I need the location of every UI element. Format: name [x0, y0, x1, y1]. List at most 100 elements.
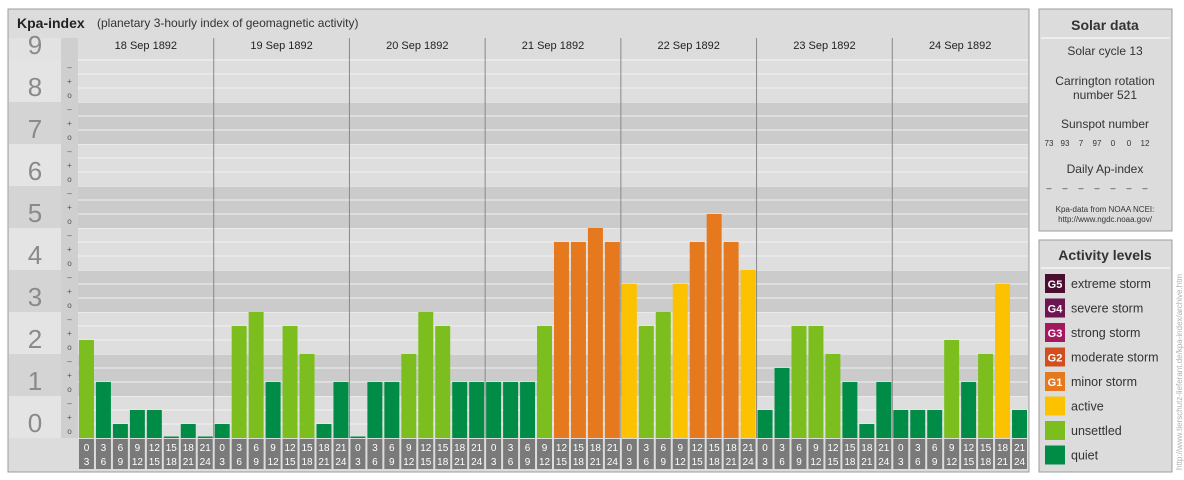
hour-end-label: 9 [796, 457, 802, 468]
minor-tick-label: – [67, 147, 72, 156]
minor-tick-label: o [67, 301, 72, 310]
hour-end-label: 18 [980, 457, 992, 468]
hour-cell [282, 439, 298, 469]
hour-end-label: 3 [84, 457, 90, 468]
hour-cell [672, 439, 688, 469]
carrington-line1: Carrington rotation [1055, 74, 1154, 88]
hour-cell [146, 439, 162, 469]
hour-end-label: 12 [539, 457, 551, 468]
solar-panel [1038, 8, 1173, 232]
hour-cell [231, 439, 247, 469]
kp-bar [672, 283, 688, 438]
kp-bar [231, 325, 247, 438]
y-band-0 [9, 396, 61, 438]
hour-cell [978, 439, 994, 469]
chart-title: Kpa-index [17, 15, 85, 31]
minor-tick-label: o [67, 91, 72, 100]
hour-cell [689, 439, 705, 469]
hour-start-label: 21 [878, 443, 890, 454]
kp-bar [554, 241, 569, 438]
hour-cell [435, 439, 451, 469]
hour-end-label: 15 [692, 457, 704, 468]
hour-start-label: 9 [135, 443, 141, 454]
hour-start-label: 12 [827, 443, 839, 454]
ap-value: – [1110, 183, 1115, 193]
hour-cell [418, 439, 434, 469]
kp-bar [299, 354, 315, 438]
y-band-2 [9, 312, 61, 354]
y-tick-label: 2 [28, 324, 42, 354]
band-5 [78, 186, 1028, 228]
kp-bar [282, 325, 298, 438]
minor-tick-label: o [67, 259, 72, 268]
kp-bar [265, 382, 281, 438]
minor-tick-label: o [67, 217, 72, 226]
kp-bar [1012, 409, 1027, 438]
hour-start-label: 15 [980, 443, 992, 454]
hour-cell [537, 439, 552, 469]
minor-tick-label: + [67, 371, 72, 380]
hour-end-label: 12 [675, 457, 687, 468]
y-tick-label: 7 [28, 114, 42, 144]
hour-end-label: 12 [268, 457, 280, 468]
chart-subtitle: (planetary 3-hourly index of geomagnetic… [97, 16, 358, 30]
hour-cell [961, 439, 977, 469]
hour-start-label: 6 [660, 443, 666, 454]
hour-start-label: 18 [454, 443, 466, 454]
hour-cell [825, 439, 841, 469]
kp-bar [316, 424, 332, 438]
sunspot-value: 0 [1111, 139, 1116, 148]
kp-bar [757, 409, 773, 438]
minor-tick-label: – [67, 315, 72, 324]
hour-start-label: 12 [692, 443, 704, 454]
hour-cell [876, 439, 892, 469]
hour-end-label: 24 [200, 457, 212, 468]
legend-badge: G5 [1048, 279, 1063, 291]
hour-end-label: 18 [709, 457, 721, 468]
kp-bar [876, 382, 892, 438]
hour-start-label: 0 [84, 443, 90, 454]
kp-bar [367, 382, 383, 438]
hour-start-label: 21 [743, 443, 755, 454]
hour-end-label: 3 [355, 457, 361, 468]
hour-start-label: 6 [389, 443, 395, 454]
kp-bar [537, 325, 552, 438]
hour-start-label: 21 [200, 443, 212, 454]
hour-start-label: 12 [149, 443, 161, 454]
y-band-5 [9, 186, 61, 228]
hour-start-label: 12 [284, 443, 296, 454]
hour-start-label: 12 [556, 443, 568, 454]
hour-cell [927, 439, 943, 469]
hour-end-label: 24 [607, 457, 619, 468]
kp-bar [995, 283, 1011, 438]
y-tick-label: 3 [28, 282, 42, 312]
hour-start-label: 9 [542, 443, 548, 454]
labels-layer: 0123456789o+–o+–o+–o+–o+–o+–o+–o+–o+–18 … [28, 30, 1026, 468]
hour-end-label: 21 [590, 457, 602, 468]
y-tick-label: 6 [28, 156, 42, 186]
ap-value: – [1126, 183, 1131, 193]
hour-end-label: 15 [963, 457, 975, 468]
kp-bar [350, 436, 366, 438]
day-label: 23 Sep 1892 [793, 40, 855, 52]
watermark: http://www.tierschutz-lieferant.de/kpa-i… [1175, 274, 1184, 470]
kp-bar [689, 241, 705, 438]
sunspot-value: 0 [1127, 139, 1132, 148]
hour-start-label: 0 [762, 443, 768, 454]
minor-tick-label: + [67, 203, 72, 212]
hour-start-label: 3 [508, 443, 514, 454]
hour-end-label: 12 [946, 457, 958, 468]
kp-bar [503, 382, 519, 438]
hour-cell [333, 439, 349, 469]
hour-cell [995, 439, 1011, 469]
hour-cell [112, 439, 128, 469]
hour-cell [401, 439, 417, 469]
hour-end-label: 3 [491, 457, 497, 468]
legend-badge: G2 [1048, 353, 1063, 365]
source-line2: http://www.ngdc.noaa.gov/ [1058, 215, 1153, 224]
hour-start-label: 9 [813, 443, 819, 454]
hour-start-label: 18 [726, 443, 738, 454]
legend-label: quiet [1071, 449, 1099, 463]
y-band-4 [9, 228, 61, 270]
minor-tick-label: – [67, 357, 72, 366]
